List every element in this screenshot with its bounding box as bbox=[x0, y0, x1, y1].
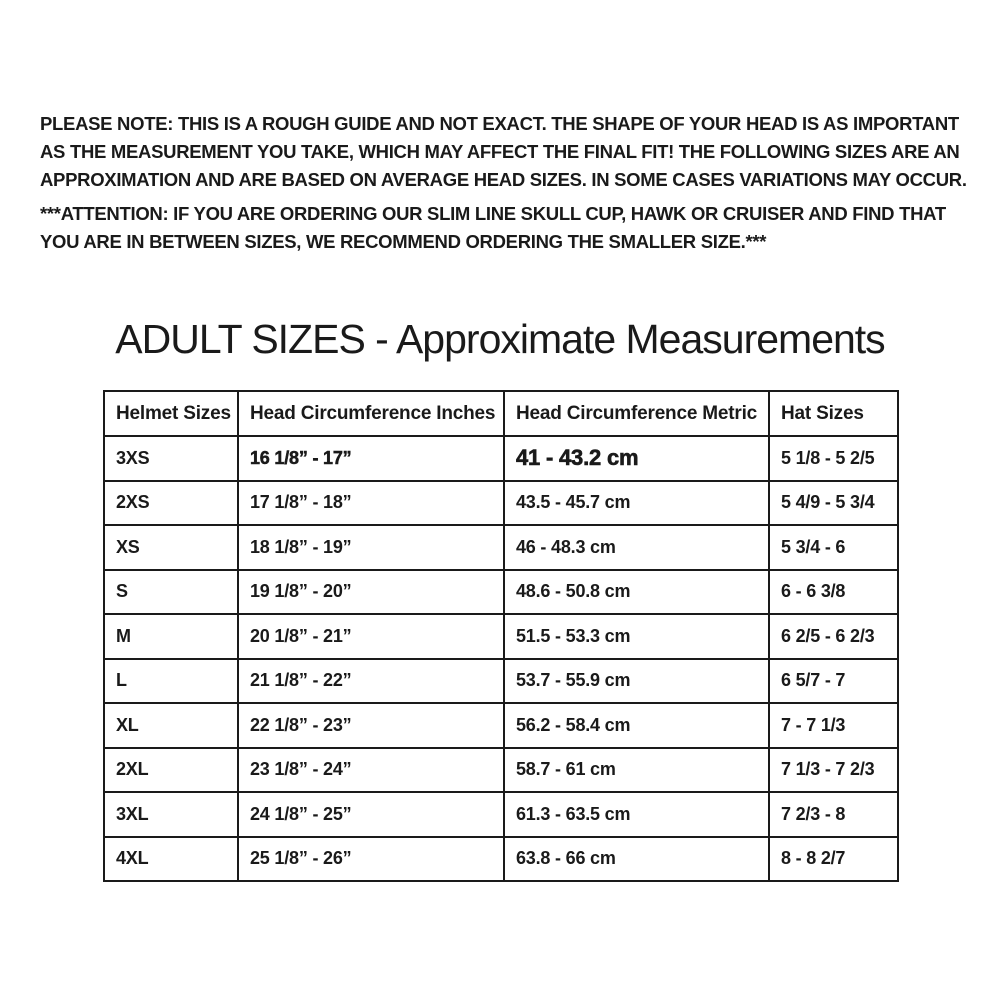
hat-size-cell: 7 - 7 1/3 bbox=[768, 702, 899, 749]
hat-size-cell: 8 - 8 2/7 bbox=[768, 835, 899, 882]
inches-cell: 22 1/8” - 23” bbox=[237, 702, 505, 749]
helmet-size-cell: 3XL bbox=[103, 791, 239, 838]
note-paragraph: PLEASE NOTE: THIS IS A ROUGH GUIDE AND N… bbox=[40, 110, 970, 194]
header-helmet-sizes: Helmet Sizes bbox=[103, 390, 239, 437]
adult-sizes-table: Helmet Sizes Head Circumference Inches H… bbox=[103, 390, 899, 882]
helmet-size-cell: S bbox=[103, 568, 239, 615]
metric-cell: 53.7 - 55.9 cm bbox=[503, 657, 770, 704]
note-line: AS THE MEASUREMENT YOU TAKE, WHICH MAY A… bbox=[40, 141, 960, 162]
metric-cell: 56.2 - 58.4 cm bbox=[503, 702, 770, 749]
hat-size-cell: 7 1/3 - 7 2/3 bbox=[768, 746, 899, 793]
inches-cell: 20 1/8” - 21” bbox=[237, 613, 505, 660]
metric-cell: 41 - 43.2 cm bbox=[503, 435, 770, 482]
header-circumference-inches: Head Circumference Inches bbox=[237, 390, 505, 437]
note-line: PLEASE NOTE: THIS IS A ROUGH GUIDE AND N… bbox=[40, 113, 959, 134]
inches-cell: 16 1/8” - 17” bbox=[237, 435, 505, 482]
helmet-size-cell: XL bbox=[103, 702, 239, 749]
hat-size-cell: 5 1/8 - 5 2/5 bbox=[768, 435, 899, 482]
metric-cell: 43.5 - 45.7 cm bbox=[503, 479, 770, 526]
table-row: XS 18 1/8” - 19” 46 - 48.3 cm 5 3/4 - 6 bbox=[103, 524, 899, 571]
helmet-size-cell: M bbox=[103, 613, 239, 660]
inches-cell: 21 1/8” - 22” bbox=[237, 657, 505, 704]
header-circumference-metric: Head Circumference Metric bbox=[503, 390, 770, 437]
page-title: ADULT SIZES - Approximate Measurements bbox=[115, 316, 885, 362]
table-row: 3XS 16 1/8” - 17” 41 - 43.2 cm 5 1/8 - 5… bbox=[103, 435, 899, 482]
table-row: 2XL 23 1/8” - 24” 58.7 - 61 cm 7 1/3 - 7… bbox=[103, 746, 899, 793]
attention-line: YOU ARE IN BETWEEN SIZES, WE RECOMMEND O… bbox=[40, 231, 767, 252]
metric-cell: 58.7 - 61 cm bbox=[503, 746, 770, 793]
metric-cell: 61.3 - 63.5 cm bbox=[503, 791, 770, 838]
table-row: 2XS 17 1/8” - 18” 43.5 - 45.7 cm 5 4/9 -… bbox=[103, 479, 899, 526]
hat-size-cell: 7 2/3 - 8 bbox=[768, 791, 899, 838]
inches-cell: 23 1/8” - 24” bbox=[237, 746, 505, 793]
metric-cell: 63.8 - 66 cm bbox=[503, 835, 770, 882]
helmet-size-cell: L bbox=[103, 657, 239, 704]
hat-size-cell: 6 2/5 - 6 2/3 bbox=[768, 613, 899, 660]
hat-size-cell: 5 3/4 - 6 bbox=[768, 524, 899, 571]
attention-line: ***ATTENTION: IF YOU ARE ORDERING OUR SL… bbox=[40, 203, 946, 224]
note-line: APPROXIMATION AND ARE BASED ON AVERAGE H… bbox=[40, 169, 967, 190]
inches-cell: 24 1/8” - 25” bbox=[237, 791, 505, 838]
inches-cell: 18 1/8” - 19” bbox=[237, 524, 505, 571]
table-row: 3XL 24 1/8” - 25” 61.3 - 63.5 cm 7 2/3 -… bbox=[103, 791, 899, 838]
inches-cell: 17 1/8” - 18” bbox=[237, 479, 505, 526]
inches-cell: 19 1/8” - 20” bbox=[237, 568, 505, 615]
metric-cell: 46 - 48.3 cm bbox=[503, 524, 770, 571]
metric-cell: 48.6 - 50.8 cm bbox=[503, 568, 770, 615]
table-row: 4XL 25 1/8” - 26” 63.8 - 66 cm 8 - 8 2/7 bbox=[103, 835, 899, 882]
helmet-size-cell: 3XS bbox=[103, 435, 239, 482]
table-row: S 19 1/8” - 20” 48.6 - 50.8 cm 6 - 6 3/8 bbox=[103, 568, 899, 615]
helmet-size-cell: 2XS bbox=[103, 479, 239, 526]
inches-cell: 25 1/8” - 26” bbox=[237, 835, 505, 882]
table-header-row: Helmet Sizes Head Circumference Inches H… bbox=[103, 390, 899, 437]
table-row: XL 22 1/8” - 23” 56.2 - 58.4 cm 7 - 7 1/… bbox=[103, 702, 899, 749]
hat-size-cell: 6 5/7 - 7 bbox=[768, 657, 899, 704]
table-row: M 20 1/8” - 21” 51.5 - 53.3 cm 6 2/5 - 6… bbox=[103, 613, 899, 660]
header-hat-sizes: Hat Sizes bbox=[768, 390, 899, 437]
hat-size-cell: 6 - 6 3/8 bbox=[768, 568, 899, 615]
metric-cell: 51.5 - 53.3 cm bbox=[503, 613, 770, 660]
helmet-size-cell: XS bbox=[103, 524, 239, 571]
helmet-size-cell: 4XL bbox=[103, 835, 239, 882]
hat-size-cell: 5 4/9 - 5 3/4 bbox=[768, 479, 899, 526]
attention-paragraph: ***ATTENTION: IF YOU ARE ORDERING OUR SL… bbox=[40, 200, 970, 256]
table-row: L 21 1/8” - 22” 53.7 - 55.9 cm 6 5/7 - 7 bbox=[103, 657, 899, 704]
helmet-size-cell: 2XL bbox=[103, 746, 239, 793]
